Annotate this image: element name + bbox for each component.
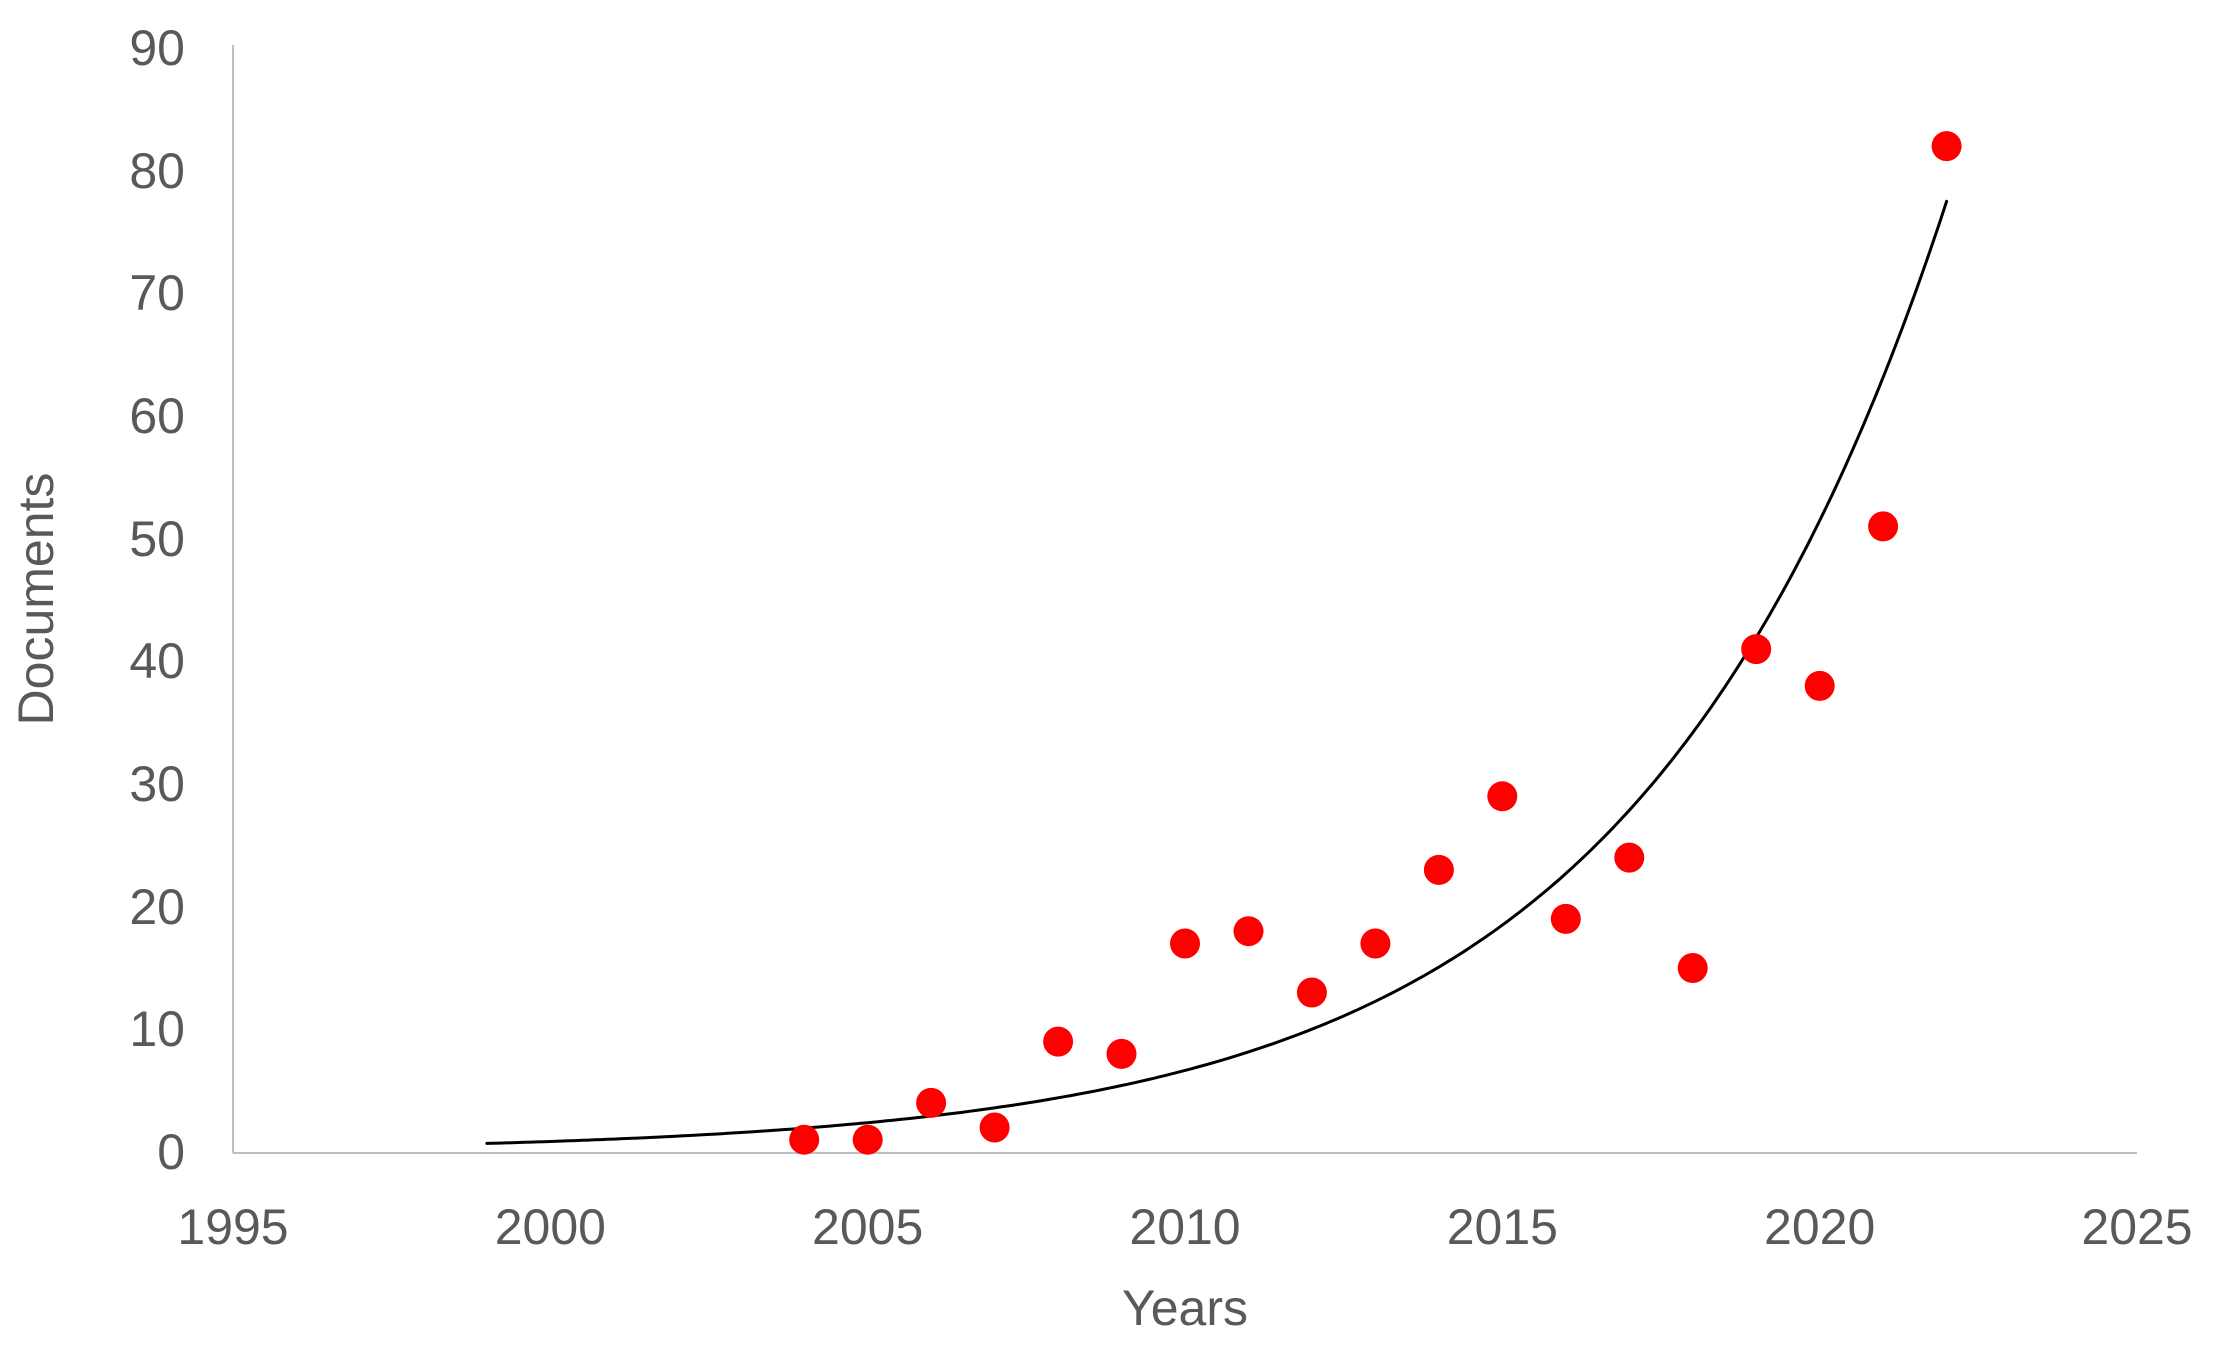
data-point (1868, 511, 1899, 542)
data-point (1677, 953, 1708, 983)
x-axis-tick-label: 2010 (1129, 1199, 1241, 1255)
x-axis-tick-label: 2020 (1764, 1199, 1876, 1255)
x-axis-tick-label: 2015 (1446, 1199, 1558, 1255)
data-point (1931, 131, 1962, 162)
y-axis-tick-label: 90 (129, 20, 185, 76)
data-point (852, 1124, 883, 1155)
x-axis-tick-label: 1995 (177, 1199, 289, 1255)
data-point (1487, 781, 1518, 812)
x-axis-tick-label: 2000 (494, 1199, 606, 1255)
y-axis-tick-label: 0 (157, 1124, 185, 1180)
data-point (1423, 854, 1454, 885)
data-point (1741, 634, 1772, 665)
data-point (1170, 928, 1200, 959)
data-point (1296, 977, 1327, 1008)
data-point (1233, 916, 1264, 947)
y-axis-tick-label: 30 (129, 756, 185, 812)
data-point (789, 1124, 820, 1155)
y-axis-tick-label: 10 (129, 1001, 185, 1058)
y-axis-tick-label: 70 (129, 265, 185, 322)
data-point (979, 1112, 1010, 1143)
x-axis-tick-label: 2005 (812, 1199, 924, 1255)
data-point (1043, 1026, 1074, 1057)
data-point (1360, 928, 1391, 959)
data-point (1804, 670, 1835, 701)
y-axis-tick-label: 50 (129, 510, 185, 567)
y-axis-tick-label: 40 (129, 633, 185, 690)
y-axis-title: Documents (8, 472, 64, 726)
y-axis-tick-label: 60 (129, 388, 185, 444)
data-point (916, 1087, 947, 1118)
x-axis-tick-label: 2025 (2081, 1199, 2193, 1255)
data-point (1106, 1038, 1137, 1069)
y-axis-tick-label: 20 (129, 878, 185, 935)
x-axis-title: Years (1121, 1280, 1249, 1336)
data-point (1614, 842, 1645, 873)
data-point (1550, 903, 1581, 934)
trendline-curve (485, 199, 1949, 1145)
y-axis-tick-label: 80 (129, 142, 185, 199)
